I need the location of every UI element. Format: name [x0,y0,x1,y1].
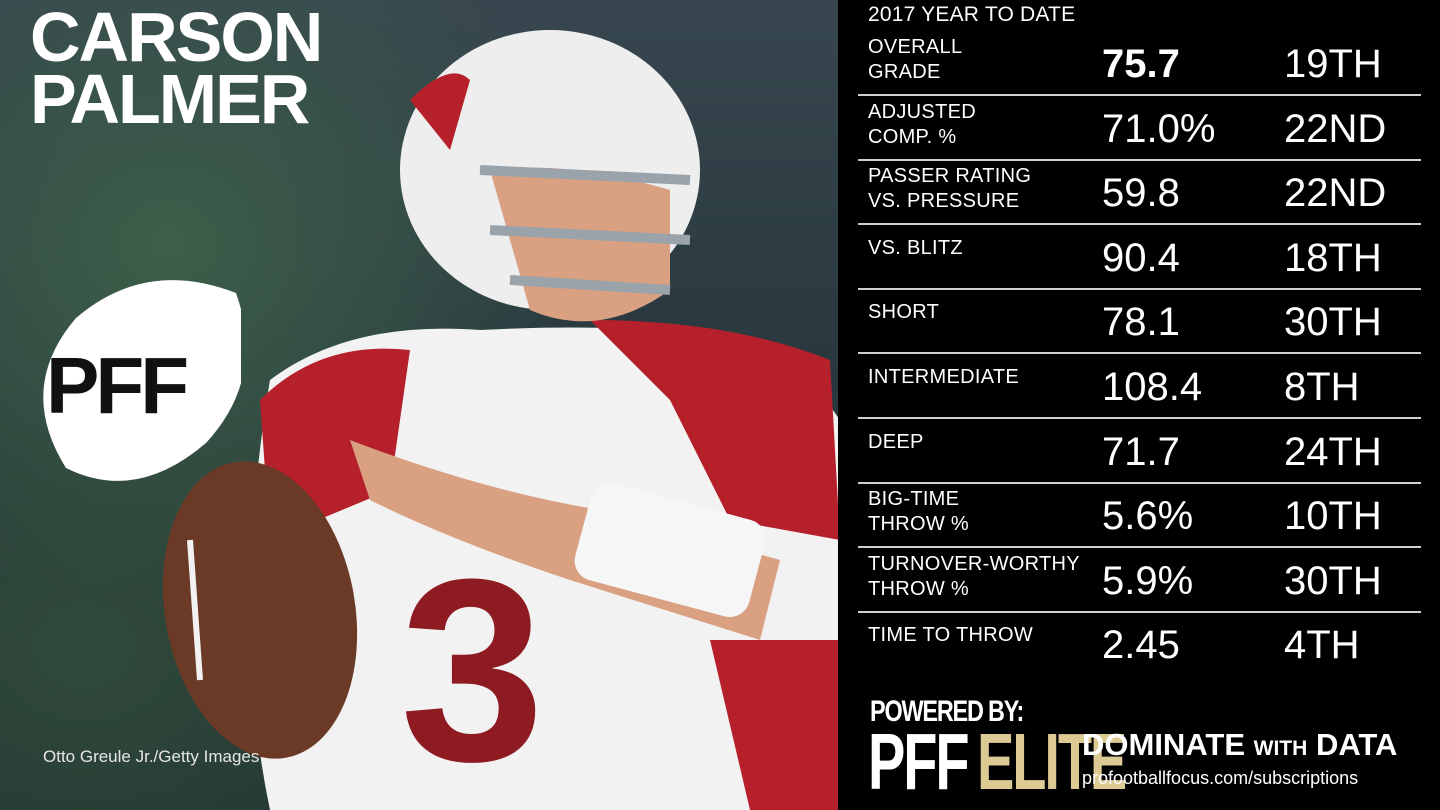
stat-row: TIME TO THROW 2.45 4TH [858,611,1421,675]
subscription-link[interactable]: profootballfocus.com/subscriptions [1082,768,1359,788]
tagline: DOMINATE WITH DATA [1082,728,1397,766]
stat-row: VS. BLITZ 90.4 18TH [858,224,1421,290]
stat-value: 108.4 [1102,365,1203,409]
stat-rank: 24TH [1284,429,1382,474]
stat-row: PASSER RATING VS. PRESSURE 59.8 22ND [858,159,1421,226]
stat-label-line1: INTERMEDIATE [868,366,1020,388]
stat-label: TIME TO THROW [868,623,1033,648]
stat-value: 78.1 [1102,300,1180,345]
stat-value: 5.6% [1102,494,1194,539]
panel-title: 2017 YEAR TO DATE [868,3,1076,26]
stat-label-line2: VS. PRESSURE [868,190,1020,213]
stat-label-line1: DEEP [868,430,924,453]
stat-label-line1: TURNOVER-WORTHY [868,552,1080,575]
player-last-name: PALMER [30,60,310,138]
stat-label: VS. BLITZ [868,236,963,261]
stat-row: SHORT 78.1 30TH [858,288,1421,355]
stat-value: 5.9% [1102,558,1194,603]
stat-rank: 18TH [1284,235,1382,280]
powered-by-text: POWERED BY: [870,695,1024,728]
stat-label: ADJUSTED COMP. % [868,100,976,150]
stat-value: 90.4 [1102,235,1180,280]
stat-label: DEEP [868,430,924,455]
stat-row: TURNOVER-WORTHY THROW % 5.9% 30TH [858,547,1421,613]
stat-label: SHORT [868,300,939,325]
stat-label-line1: SHORT [868,301,940,324]
stat-label: BIG-TIME THROW % [868,487,969,537]
stat-label-line1: PASSER RATING [868,165,1032,188]
quarterback-illustration: 3 [162,30,840,810]
stat-value: 71.7 [1102,429,1180,474]
stat-label-line2: COMP. % [868,125,957,148]
stat-value: 2.45 [1102,623,1180,668]
pff-logo-text: PFF [46,341,186,430]
stat-label-line2: THROW % [868,513,969,536]
svg-text:3: 3 [400,526,545,810]
stats-panel: 2017 YEAR TO DATE OVERALL GRADE 75.7 19TH AD… [838,0,1440,810]
stat-value: 71.0% [1102,106,1216,151]
stat-label-line1: VS. BLITZ [868,236,963,259]
stat-rank: 8TH [1284,365,1360,409]
player-name: CARSON PALMER [30,0,323,138]
player-photo: 3 [0,0,840,810]
elite-brand-text: ELITE [977,717,1127,806]
stat-label: TURNOVER-WORTHY THROW % [868,552,1080,602]
stat-rank: 19TH [1284,42,1382,86]
stat-label: OVERALL GRADE [868,35,962,85]
player-first-name: CARSON [30,0,323,76]
stat-label: INTERMEDIATE [868,365,1019,390]
stat-label-line1: BIG-TIME [868,488,960,511]
stat-row: DEEP 71.7 24TH [858,418,1421,484]
stat-rank: 30TH [1284,300,1382,345]
photo-credit: Otto Greule Jr./Getty Images [43,747,260,766]
stat-row: INTERMEDIATE 108.4 8TH [858,353,1421,419]
tagline-word-data: DATA [1315,727,1398,762]
stat-row: ADJUSTED COMP. % 71.0% 22ND [858,95,1421,161]
stat-rank: 22ND [1284,171,1387,216]
tagline-word-with: WITH [1253,737,1308,760]
stat-rank: 10TH [1284,494,1382,539]
stat-rank: 22ND [1284,106,1387,151]
stat-value: 75.7 [1102,42,1180,86]
stat-row: BIG-TIME THROW % 5.6% 10TH [858,482,1421,549]
stat-value: 59.8 [1102,171,1180,216]
pff-logo: PFF [43,280,241,481]
stat-label-line1: TIME TO THROW [868,624,1034,647]
stat-row: OVERALL GRADE 75.7 19TH [858,30,1421,96]
tagline-word-dominate: DOMINATE [1082,727,1246,762]
stat-rank: 4TH [1284,623,1360,668]
stat-label-line1: OVERALL [868,36,963,58]
pff-brand-text: PFF [868,717,970,806]
stat-label-line2: THROW % [868,577,969,600]
stat-label-line2: GRADE [868,61,941,83]
stat-rank: 30TH [1284,558,1382,603]
stat-label: PASSER RATING VS. PRESSURE [868,164,1031,214]
stat-label-line1: ADJUSTED [868,100,976,123]
